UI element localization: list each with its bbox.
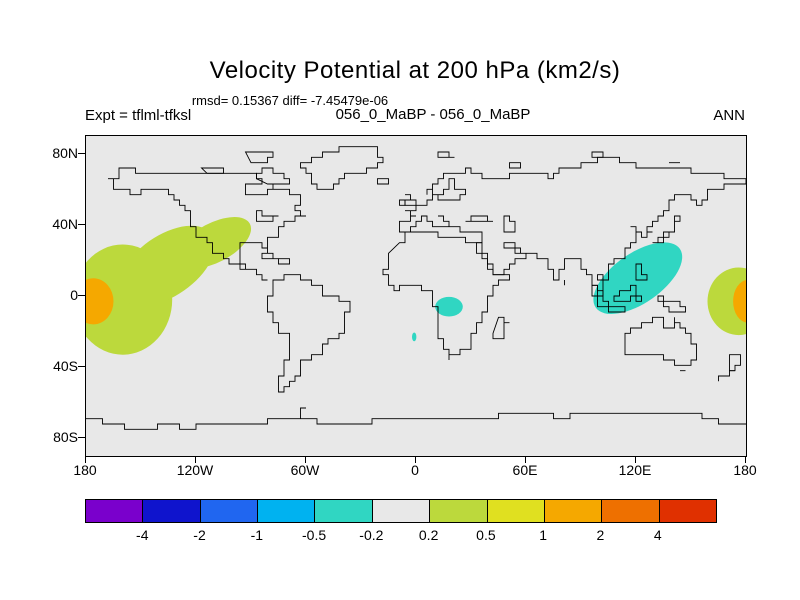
colorbar-level-label: -1 (250, 527, 264, 543)
lat-tick-label: 0 (70, 287, 78, 303)
colorbar-level-label: 4 (653, 527, 662, 543)
contour-region-right-edge-positive-core (733, 280, 746, 323)
lon-tick-label: 60W (290, 462, 320, 478)
coastline-java (608, 306, 626, 313)
colorbar-segment (86, 500, 144, 522)
colorbar (85, 499, 717, 523)
lon-tick-label: 120E (618, 462, 652, 478)
lat-tick-label: 80N (52, 144, 78, 161)
coastline-philippines (635, 263, 648, 281)
coastline-black-sea (465, 215, 493, 222)
lat-tick-label: 80S (53, 429, 78, 446)
colorbar-level-label: 0.5 (476, 527, 496, 543)
coastline-hispaniola (278, 258, 290, 265)
coastline-victoria-island (200, 167, 224, 174)
coastline-australia (624, 316, 697, 366)
coastline-africa (382, 231, 510, 360)
coastline-madagascar (492, 316, 510, 340)
colorbar-segment (544, 500, 603, 522)
coastline-south-america (267, 274, 351, 393)
coastline-great-lakes (256, 210, 279, 222)
colorbar-level-label: 2 (596, 527, 605, 543)
coastline-svalbard (437, 151, 455, 158)
lon-tick-label: 60E (512, 462, 538, 478)
coastline-great-britain (404, 194, 417, 206)
lon-tick-label: 180 (733, 462, 757, 478)
contour-region-central-africa-negative (435, 296, 463, 317)
lat-tick-mark (78, 295, 85, 296)
lon-tick-mark (745, 457, 746, 463)
coastline-japan (652, 215, 681, 244)
coastline-ireland (399, 199, 406, 206)
colorbar-segment (258, 500, 316, 522)
contour-region-left-edge-positive-core (86, 278, 114, 325)
lat-tick-label: 40S (53, 358, 78, 375)
colorbar-segment (372, 500, 431, 522)
lon-tick-label: 120W (176, 462, 214, 478)
coastline-sulawesi (635, 295, 642, 302)
lon-tick-mark (525, 457, 526, 463)
coastline-new-guinea (657, 295, 686, 313)
coastline-antarctica (86, 407, 746, 430)
colorbar-level-label: -2 (193, 527, 206, 543)
colorbar-level-label: -0.5 (302, 527, 327, 543)
coastline-caspian-sea (503, 215, 516, 233)
lon-tick-mark (415, 457, 416, 463)
coastline-baffin-island (256, 167, 290, 185)
lon-tick-mark (85, 457, 86, 463)
experiment-label: Expt = tflml-tfksl (85, 107, 192, 124)
colorbar-segment (315, 500, 373, 522)
colorbar-level-label: -0.2 (359, 527, 384, 543)
coastline-greenland (300, 146, 384, 190)
contour-region-right-edge-positive (707, 267, 746, 336)
lat-tick-mark (78, 366, 85, 368)
coastline-ellesmere-island (244, 151, 274, 164)
case-names-line: 056_0_MaBP - 056_0_MaBP (335, 106, 531, 123)
lon-tick-mark (305, 457, 306, 463)
lat-tick-mark (78, 152, 85, 154)
lon-tick-label: 180 (73, 462, 97, 478)
coastline-novaya-zemlya (509, 162, 521, 169)
colorbar-level-label: 1 (539, 527, 548, 543)
colorbar-segment (659, 500, 716, 522)
colorbar-segment (143, 500, 201, 522)
plot-title: Velocity Potential at 200 hPa (km2/s) (209, 57, 621, 84)
colorbar-level-label: -4 (136, 527, 149, 543)
world-map (85, 135, 747, 457)
season-label: ANN (713, 107, 745, 124)
lon-tick-mark (635, 457, 636, 463)
lon-tick-label: 0 (411, 462, 419, 478)
colorbar-level-label: 0.2 (418, 527, 439, 543)
lat-tick-label: 40N (52, 215, 78, 232)
stats-line: rmsd= 0.15367 diff= -7.45479e-06 (191, 93, 389, 108)
coastline-eurasia (399, 156, 746, 297)
coastline-new-zealand-north (729, 354, 741, 372)
colorbar-segment (200, 500, 259, 522)
coastline-severnaya-zemlya (591, 151, 604, 158)
lon-tick-mark (195, 457, 196, 463)
colorbar-segment (602, 500, 660, 522)
lat-tick-mark (78, 437, 85, 439)
lat-tick-mark (78, 223, 85, 225)
contour-region-west-atlantic-positive-arm2 (177, 217, 252, 269)
contour-region-south-atlantic-negative-speck (412, 332, 417, 342)
coastline-borneo (613, 284, 637, 302)
coastline-iceland (377, 178, 389, 185)
coastline-new-zealand-south (718, 370, 735, 382)
coastline-cuba (261, 252, 279, 260)
colorbar-segment (487, 500, 545, 522)
colorbar-segment (430, 500, 488, 522)
